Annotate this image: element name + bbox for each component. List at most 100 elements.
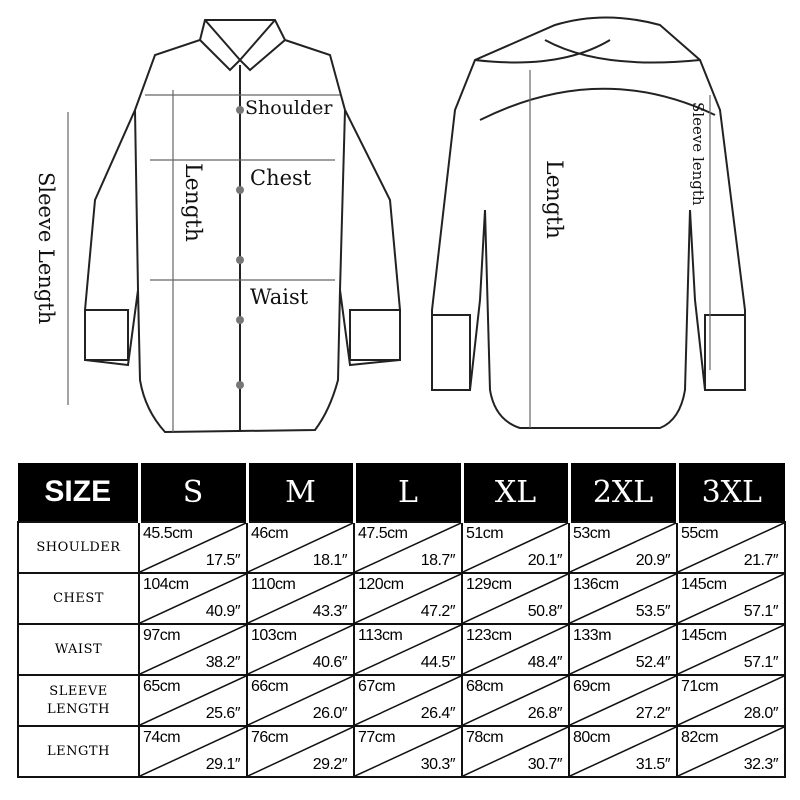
inch-value: 27.2″ [635,705,671,722]
measurement-cell: 145cm 57.1″ [676,623,786,676]
front-shirt-drawing [67,19,401,434]
cm-value: 133m [573,627,612,644]
measurement-cell: 97cm 38.2″ [138,623,248,676]
measurement-cell: 46cm 18.1″ [246,521,355,574]
shoulder-label: Shoulder [245,97,333,119]
size-chart-table: SIZE S M L XL 2XL 3XL SHOULDER 45.5cm 17.5″ 46cm 1… [17,463,786,778]
table-row: SHOULDER 45.5cm 17.5″ 46cm 18.1″ 47.5cm 18.7″ 5… [17,521,786,574]
size-header: 3XL [675,463,785,522]
waist-label: Waist [250,285,309,309]
inch-value: 31.5″ [635,756,671,773]
cm-value: 145cm [681,627,727,644]
measurement-cell: 82cm 32.3″ [676,725,786,778]
cm-value: 66cm [251,678,289,695]
diagonal-divider [570,523,676,572]
inch-value: 18.1″ [312,552,348,569]
size-header: L [352,463,462,522]
diagonal-divider [140,625,246,674]
front-length-label: Length [180,163,205,242]
inch-value: 18.7″ [420,552,456,569]
diagonal-divider [570,625,676,674]
measurement-cell: 55cm 21.7″ [676,521,786,574]
measurement-cell: 74cm 29.1″ [138,725,248,778]
measurement-cell: 67cm 26.4″ [353,674,463,727]
diagonal-divider [140,676,246,725]
inch-value: 40.9″ [205,603,241,620]
cm-value: 46cm [251,525,289,542]
cm-value: 145cm [681,576,727,593]
inch-value: 32.3″ [743,756,779,773]
measurement-cell: 69cm 27.2″ [568,674,678,727]
chest-label: Chest [250,166,312,190]
cm-value: 51cm [466,525,504,542]
row-label: WAIST [17,623,140,676]
inch-value: 48.4″ [527,654,563,671]
measurement-cell: 53cm 20.9″ [568,521,678,574]
diagonal-divider [463,574,568,623]
size-header: S [137,463,247,522]
measurement-cell: 51cm 20.1″ [461,521,570,574]
cm-value: 55cm [681,525,719,542]
diagonal-divider [678,523,784,572]
diagonal-divider [570,574,676,623]
cm-value: 65cm [143,678,181,695]
measurement-cell: 47.5cm 18.7″ [353,521,463,574]
diagonal-divider [248,523,353,572]
cm-value: 74cm [143,729,181,746]
inch-value: 43.3″ [312,603,348,620]
measurement-cell: 120cm 47.2″ [353,572,463,625]
back-sleeve-length-label: Sleeve length [689,102,707,206]
diagonal-divider [248,625,353,674]
diagonal-divider [463,727,568,776]
cm-value: 110cm [251,576,296,593]
inch-value: 21.7″ [743,552,779,569]
inch-value: 30.3″ [420,756,456,773]
cm-value: 82cm [681,729,719,746]
inch-value: 30.7″ [527,756,563,773]
inch-value: 28.0″ [743,705,779,722]
diagonal-divider [355,727,461,776]
row-label: LENGTH [17,725,140,778]
diagonal-divider [248,574,353,623]
size-header: XL [460,463,569,522]
diagonal-divider [140,727,246,776]
diagonal-divider [355,625,461,674]
row-label: SLEEVE LENGTH [17,674,140,727]
cm-value: 77cm [358,729,396,746]
table-row: WAIST 97cm 38.2″ 103cm 40.6″ 113cm 44.5″ 123cm 4… [17,623,786,676]
diagonal-divider [463,676,568,725]
diagonal-divider [570,727,676,776]
measurement-cell: 68cm 26.8″ [461,674,570,727]
measurement-cell: 113cm 44.5″ [353,623,463,676]
diagonal-divider [140,574,246,623]
cm-value: 80cm [573,729,611,746]
diagonal-divider [355,574,461,623]
diagonal-divider [678,727,784,776]
size-header: 2XL [567,463,677,522]
diagonal-divider [463,625,568,674]
cm-value: 76cm [251,729,289,746]
inch-value: 26.4″ [420,705,456,722]
inch-value: 17.5″ [205,552,241,569]
measurement-cell: 66cm 26.0″ [246,674,355,727]
inch-value: 47.2″ [420,603,456,620]
measurement-cell: 71cm 28.0″ [676,674,786,727]
diagonal-divider [570,676,676,725]
measurement-cell: 77cm 30.3″ [353,725,463,778]
cm-value: 45.5cm [143,525,193,542]
cm-value: 120cm [358,576,404,593]
row-label: CHEST [17,572,140,625]
size-column-header: SIZE [18,463,139,522]
measurement-cell: 133m 52.4″ [568,623,678,676]
diagonal-divider [248,727,353,776]
size-header: M [245,463,354,522]
cm-value: 104cm [143,576,189,593]
table-row: SLEEVE LENGTH 65cm 25.6″ 66cm 26.0″ 67cm 26.4″ 6… [17,674,786,727]
measurement-cell: 45.5cm 17.5″ [138,521,248,574]
inch-value: 52.4″ [635,654,671,671]
cm-value: 136cm [573,576,619,593]
measurement-cell: 103cm 40.6″ [246,623,355,676]
inch-value: 26.0″ [312,705,348,722]
inch-value: 53.5″ [635,603,671,620]
back-length-label: Length [541,160,566,239]
